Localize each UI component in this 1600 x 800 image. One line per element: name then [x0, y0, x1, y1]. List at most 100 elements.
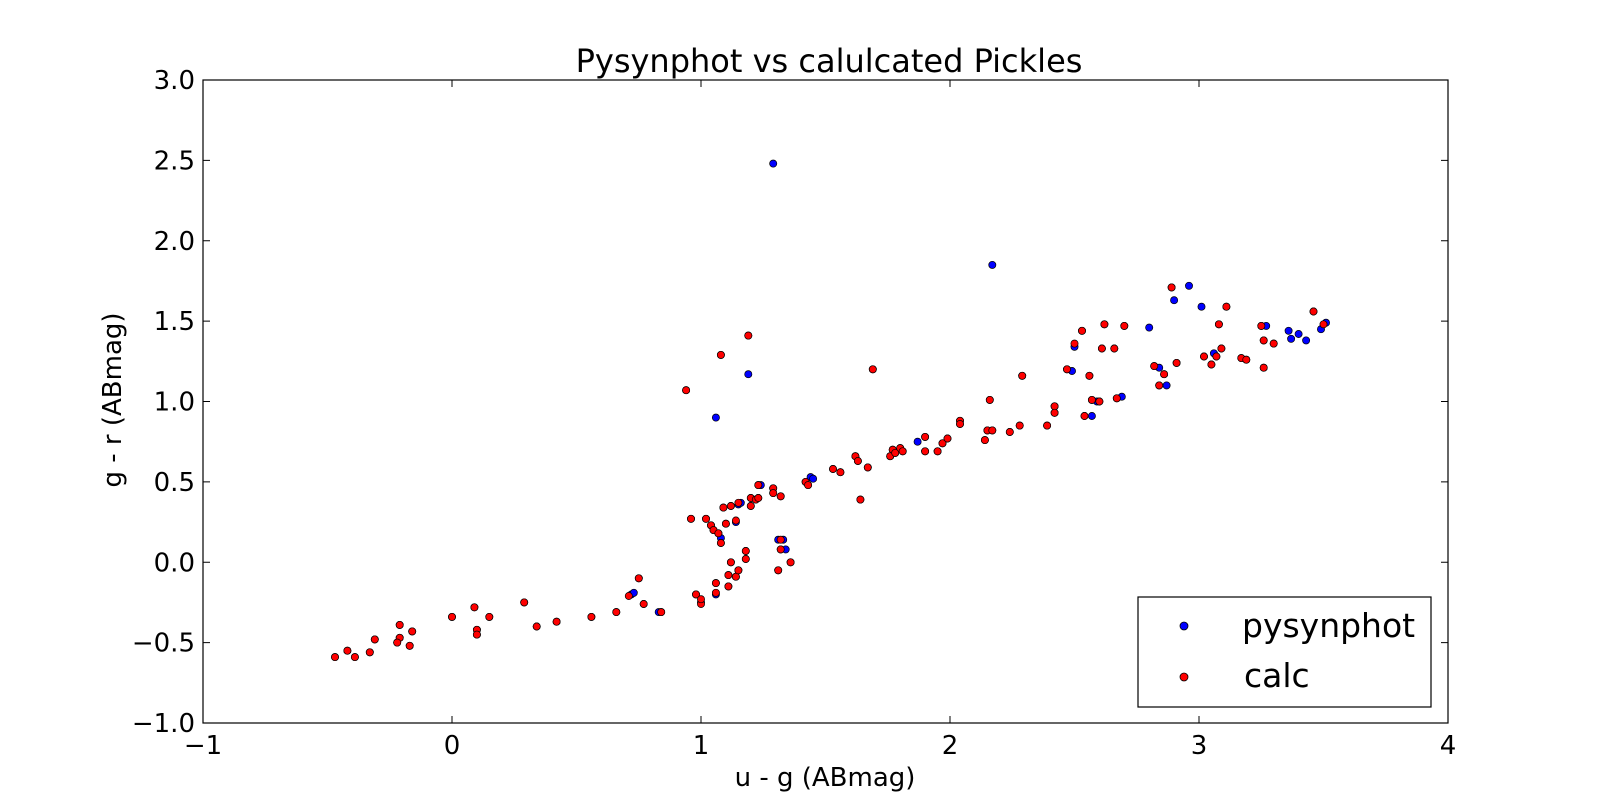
point-calc [448, 612, 456, 621]
point-calc [938, 439, 947, 448]
point-calc [804, 481, 813, 490]
point-calc [393, 638, 402, 647]
legend-label-pysynphot: pysynphot [1242, 606, 1415, 645]
point-calc [1112, 394, 1121, 403]
x-tick-label: 0 [444, 731, 461, 761]
point-pysynphot [744, 370, 753, 379]
point-calc [714, 529, 723, 538]
x-tick-label: −1 [184, 731, 222, 761]
point-pysynphot [1294, 330, 1303, 338]
point-calc [1095, 397, 1104, 406]
point-calc [734, 566, 743, 575]
point-calc [724, 582, 733, 591]
y-tick-label: 3.0 [154, 66, 195, 96]
x-axis-label: u - g (ABmag) [735, 763, 916, 793]
y-tick-label: 2.0 [154, 227, 195, 257]
point-calc [1155, 381, 1164, 390]
data-points [331, 159, 1330, 662]
point-calc [1172, 358, 1181, 367]
point-calc [829, 465, 837, 473]
point-calc [1005, 428, 1014, 436]
point-calc [624, 592, 633, 600]
point-calc [552, 617, 561, 626]
x-tick-label: 3 [1191, 731, 1208, 761]
point-calc [702, 514, 710, 523]
point-pysynphot [1287, 334, 1296, 343]
point-calc [370, 635, 379, 644]
point-pysynphot [1170, 296, 1179, 305]
y-tick-label: −1.0 [132, 709, 195, 739]
point-pysynphot [769, 159, 778, 168]
y-tick-label: 0.0 [154, 548, 195, 578]
point-calc [836, 468, 845, 477]
point-calc [856, 495, 865, 504]
point-calc [956, 420, 964, 428]
point-calc [731, 516, 740, 525]
point-calc [350, 653, 359, 662]
point-calc [741, 555, 750, 563]
point-calc [719, 503, 728, 512]
chart-title: Pysynphot vs calulcated Pickles [576, 42, 1083, 80]
point-calc [1080, 412, 1089, 420]
y-tick-label: 1.5 [154, 307, 195, 337]
point-calc [408, 627, 417, 636]
point-calc [1259, 336, 1268, 345]
point-calc [853, 457, 862, 465]
point-calc [1078, 326, 1086, 335]
legend-marker-calc [1179, 672, 1189, 682]
point-calc [898, 447, 907, 456]
point-calc [1097, 344, 1106, 353]
point-pysynphot [1284, 326, 1293, 335]
y-axis-ticks: −1.0 −0.5 0.0 0.5 1.0 1.5 2.0 2.5 3.0 [132, 66, 1448, 739]
point-calc [639, 600, 648, 608]
point-calc [587, 612, 596, 621]
point-calc [395, 620, 404, 629]
point-calc [612, 608, 621, 617]
point-pysynphot [988, 260, 997, 269]
point-pysynphot [1185, 281, 1193, 290]
point-calc [682, 386, 691, 395]
point-calc [1150, 362, 1159, 371]
point-pysynphot [1197, 302, 1206, 311]
point-calc [921, 432, 930, 441]
y-tick-label: 0.5 [154, 468, 195, 498]
point-calc [1070, 339, 1079, 348]
point-calc [988, 426, 997, 435]
point-calc [863, 463, 872, 472]
point-calc [1043, 421, 1052, 430]
point-calc [721, 519, 730, 528]
point-calc [1200, 352, 1208, 361]
point-calc [980, 436, 989, 445]
point-calc [1222, 302, 1231, 311]
point-calc [520, 598, 529, 607]
point-pysynphot [1302, 336, 1311, 345]
point-calc [776, 492, 785, 501]
point-calc [657, 608, 666, 617]
point-calc [1063, 365, 1071, 374]
point-calc [365, 648, 374, 657]
point-calc [711, 579, 720, 588]
point-calc [868, 365, 877, 374]
y-tick-label: 2.5 [154, 146, 195, 176]
point-calc [1167, 283, 1176, 292]
legend-marker-pysynphot [1179, 621, 1189, 631]
point-calc [744, 331, 753, 340]
point-calc [1217, 344, 1226, 353]
point-calc [1269, 339, 1278, 348]
x-tick-label: 2 [942, 731, 959, 761]
legend: pysynphot calc [1137, 596, 1432, 708]
point-calc [754, 481, 763, 490]
point-calc [1309, 307, 1318, 316]
x-tick-label: 4 [1440, 731, 1457, 761]
point-calc [1259, 363, 1268, 372]
point-calc [1050, 402, 1059, 411]
point-calc [724, 571, 733, 580]
point-calc [776, 535, 785, 544]
point-calc [405, 641, 414, 650]
point-calc [726, 558, 735, 567]
point-calc [1160, 370, 1169, 379]
point-calc [943, 434, 952, 443]
y-axis-label: g - r (ABmag) [98, 312, 128, 487]
point-calc [697, 595, 705, 604]
